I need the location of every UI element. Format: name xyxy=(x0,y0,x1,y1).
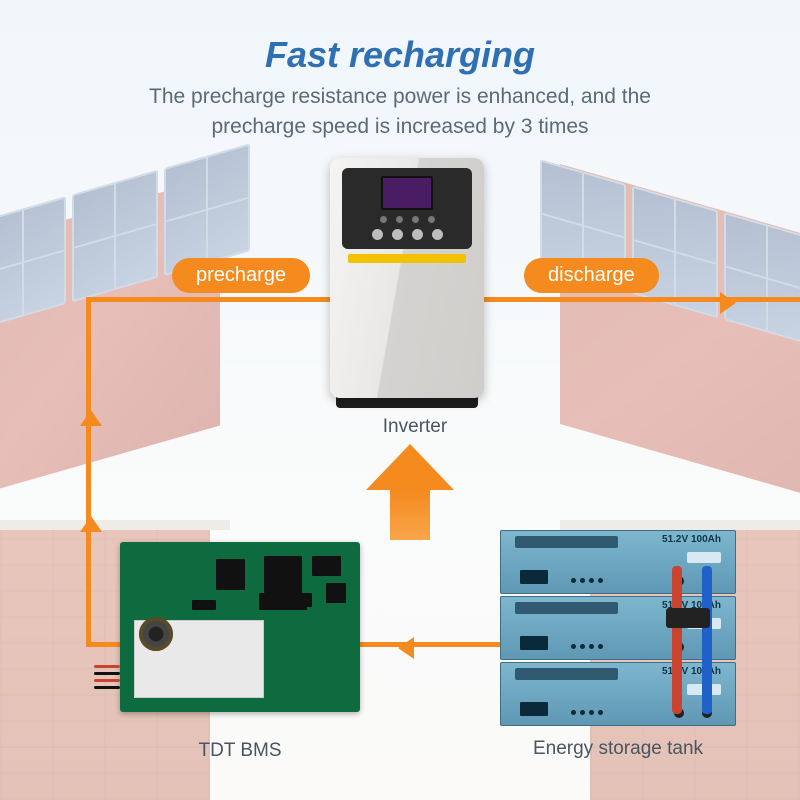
inverter-caption: Inverter xyxy=(330,416,500,438)
flow-arrow-up-icon xyxy=(80,516,102,532)
headline: Fast recharging xyxy=(0,34,800,76)
bms-board xyxy=(120,542,360,712)
inverter-device xyxy=(330,158,484,398)
subheadline-line: precharge speed is increased by 3 times xyxy=(211,115,588,138)
flow-line-left-vertical xyxy=(86,297,91,647)
subheadline: The precharge resistance power is enhanc… xyxy=(0,82,800,143)
flow-arrow-left-icon xyxy=(398,637,414,659)
flow-arrow-right-icon xyxy=(720,292,736,314)
energy-storage-tank: 51.2V 100Ah51.2V 100Ah51.2V 100Ah xyxy=(500,530,736,728)
battery-caption: Energy storage tank xyxy=(478,738,758,760)
bms-caption: TDT BMS xyxy=(150,740,330,762)
flow-arrow-up-icon xyxy=(80,410,102,426)
inverter-screen-icon xyxy=(381,176,433,210)
discharge-label: discharge xyxy=(524,258,659,293)
precharge-label: precharge xyxy=(172,258,310,293)
energy-arrow-up-icon xyxy=(360,444,460,540)
subheadline-line: The precharge resistance power is enhanc… xyxy=(149,85,651,108)
